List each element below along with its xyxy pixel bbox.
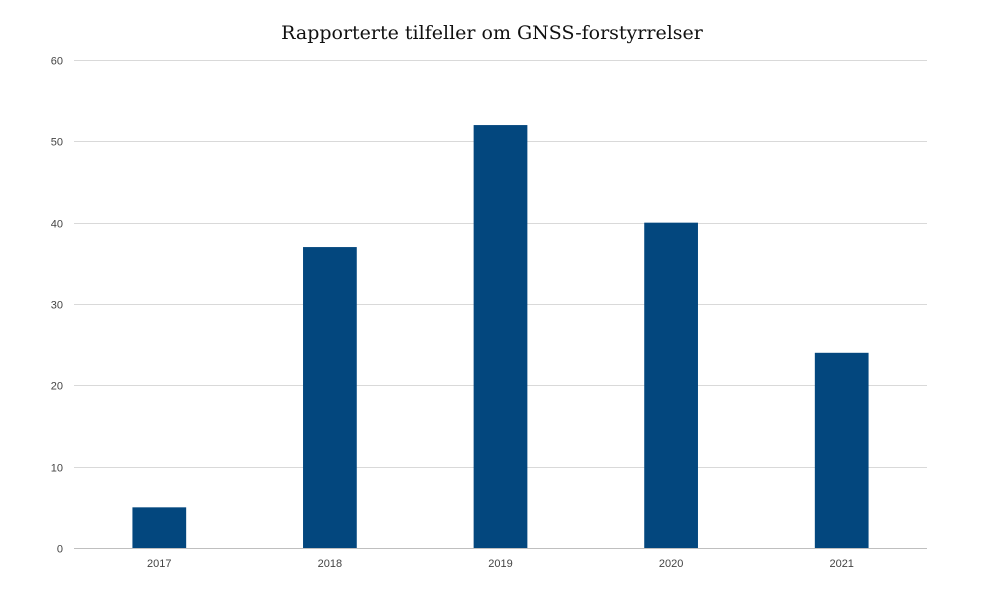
x-tick-label: 2017 [147,558,171,570]
bar-2020 [644,222,698,548]
bar-2018 [303,247,357,549]
x-axis-ticks: 2017 2018 2019 2020 2021 [147,558,854,570]
x-tick-label: 2021 [829,558,853,570]
x-tick-label: 2020 [659,558,683,570]
x-tick-label: 2019 [488,558,512,570]
bars [132,125,869,549]
bar-2017 [132,507,187,548]
y-tick-label: 60 [51,56,63,68]
x-tick-label: 2018 [318,558,342,570]
y-axis-ticks: 0 10 20 30 40 50 60 [51,56,63,556]
y-tick-label: 10 [51,463,63,475]
y-tick-label: 50 [51,137,63,149]
y-tick-label: 0 [57,544,63,556]
y-tick-label: 40 [51,219,63,231]
bar-2021 [814,352,869,548]
chart-title: Rapporterte tilfeller om GNSS-forstyrrel… [281,22,704,44]
y-tick-label: 30 [51,300,63,312]
bar-2019 [473,125,528,549]
y-tick-label: 20 [51,381,63,393]
